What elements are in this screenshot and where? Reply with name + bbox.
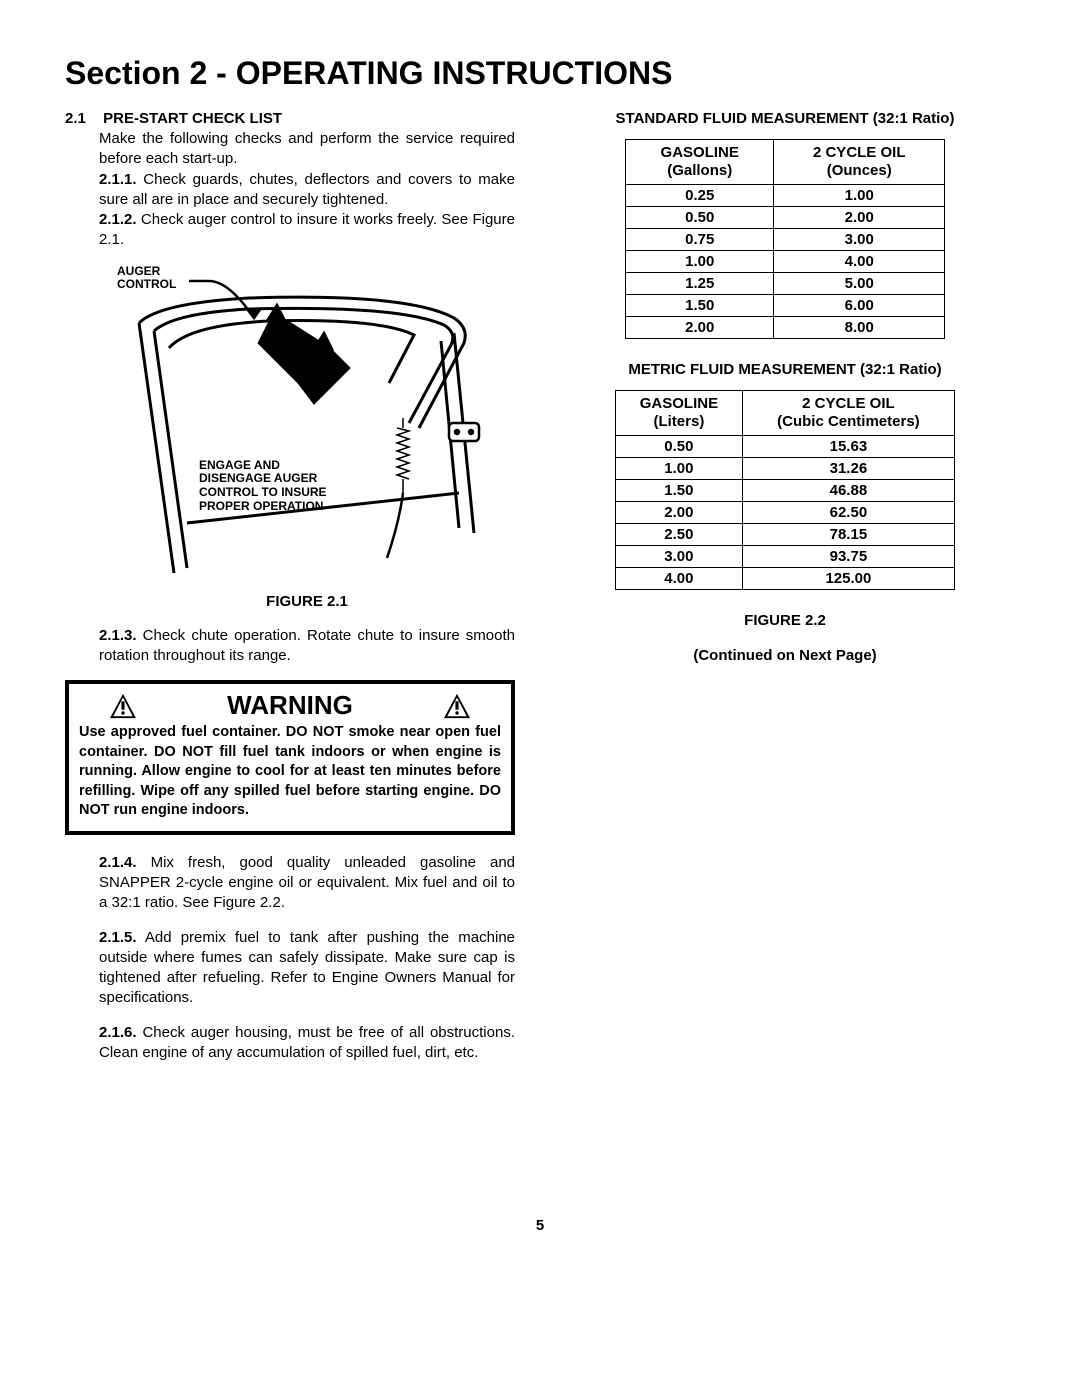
table-cell: 1.50	[626, 295, 774, 317]
table-cell: 5.00	[774, 273, 945, 295]
warning-box: WARNING Use approved fuel container. DO …	[65, 680, 515, 835]
table2-title: METRIC FLUID MEASUREMENT (32:1 Ratio)	[565, 361, 1005, 378]
table-cell: 4.00	[616, 568, 743, 590]
item-text: Check auger housing, must be free of all…	[99, 1024, 515, 1061]
table-row: 1.506.00	[626, 295, 945, 317]
table-cell: 3.00	[616, 546, 743, 568]
table-header: 2 CYCLE OIL(Cubic Centimeters)	[742, 391, 954, 436]
standard-fluid-table: GASOLINE(Gallons) 2 CYCLE OIL(Ounces) 0.…	[625, 139, 945, 339]
table-row: 0.251.00	[626, 185, 945, 207]
table1-title: STANDARD FLUID MEASUREMENT (32:1 Ratio)	[565, 110, 1005, 127]
content-columns: 2.1 PRE-START CHECK LIST Make the follow…	[65, 110, 1015, 1077]
heading-number: 2.1	[65, 110, 99, 127]
figure-caption-1: FIGURE 2.1	[99, 593, 515, 610]
item-214: 2.1.4. Mix fresh, good quality unleaded …	[99, 853, 515, 914]
table-row: 1.5046.88	[616, 480, 955, 502]
right-column: STANDARD FLUID MEASUREMENT (32:1 Ratio) …	[565, 110, 1005, 1077]
table-cell: 1.00	[626, 251, 774, 273]
heading-text: PRE-START CHECK LIST	[103, 110, 282, 127]
warning-icon	[443, 693, 471, 719]
page-number: 5	[65, 1217, 1015, 1234]
subsection-heading: 2.1 PRE-START CHECK LIST	[65, 110, 515, 127]
table-cell: 3.00	[774, 229, 945, 251]
warning-icon	[109, 693, 137, 719]
item-text: Mix fresh, good quality unleaded gasolin…	[99, 854, 515, 912]
table-cell: 62.50	[742, 502, 954, 524]
figure-2-1: AUGER CONTROL ENGAGE AND DISENGAGE AUGER…	[99, 263, 515, 583]
table-cell: 1.25	[626, 273, 774, 295]
table-cell: 46.88	[742, 480, 954, 502]
table-cell: 0.50	[616, 436, 743, 458]
table-header: GASOLINE(Liters)	[616, 391, 743, 436]
table-cell: 31.26	[742, 458, 954, 480]
table-cell: 0.25	[626, 185, 774, 207]
item-num: 2.1.5.	[99, 929, 137, 946]
table-cell: 2.00	[774, 207, 945, 229]
label-engage: ENGAGE AND DISENGAGE AUGER CONTROL TO IN…	[199, 459, 327, 514]
table-row: 1.255.00	[626, 273, 945, 295]
item-num: 2.1.4.	[99, 854, 137, 871]
warning-header: WARNING	[79, 690, 501, 721]
item-num: 2.1.1.	[99, 171, 137, 188]
table-cell: 2.00	[616, 502, 743, 524]
left-column: 2.1 PRE-START CHECK LIST Make the follow…	[65, 110, 515, 1077]
item-text: Check guards, chutes, deflectors and cov…	[99, 171, 515, 208]
item-212: 2.1.2. Check auger control to insure it …	[99, 210, 515, 251]
item-text: Add premix fuel to tank after pushing th…	[99, 929, 515, 1007]
table-cell: 1.00	[616, 458, 743, 480]
table-row: 3.0093.75	[616, 546, 955, 568]
table-row: 2.5078.15	[616, 524, 955, 546]
item-num: 2.1.2.	[99, 211, 137, 228]
table-cell: 4.00	[774, 251, 945, 273]
label-auger-control: AUGER CONTROL	[117, 265, 176, 293]
table-cell: 78.15	[742, 524, 954, 546]
table-cell: 15.63	[742, 436, 954, 458]
item-num: 2.1.6.	[99, 1024, 137, 1041]
continued-text: (Continued on Next Page)	[565, 647, 1005, 664]
item-text: Check auger control to insure it works f…	[99, 211, 515, 248]
table-cell: 2.50	[616, 524, 743, 546]
table-header: 2 CYCLE OIL(Ounces)	[774, 140, 945, 185]
table-row: 0.753.00	[626, 229, 945, 251]
table-row: 2.0062.50	[616, 502, 955, 524]
item-text: Check chute operation. Rotate chute to i…	[99, 627, 515, 664]
table-cell: 125.00	[742, 568, 954, 590]
section-title: Section 2 - OPERATING INSTRUCTIONS	[65, 55, 1015, 92]
table-row: 2.008.00	[626, 317, 945, 339]
item-215: 2.1.5. Add premix fuel to tank after pus…	[99, 928, 515, 1009]
table-cell: 1.50	[616, 480, 743, 502]
table-cell: 2.00	[626, 317, 774, 339]
table-row: 4.00125.00	[616, 568, 955, 590]
intro-paragraph: Make the following checks and perform th…	[99, 129, 515, 170]
warning-text: Use approved fuel container. DO NOT smok…	[79, 723, 501, 821]
auger-diagram-svg	[99, 263, 499, 583]
table-cell: 8.00	[774, 317, 945, 339]
table-row: 0.502.00	[626, 207, 945, 229]
warning-title: WARNING	[227, 690, 353, 721]
table-row: 0.5015.63	[616, 436, 955, 458]
table-cell: 6.00	[774, 295, 945, 317]
item-213: 2.1.3. Check chute operation. Rotate chu…	[99, 626, 515, 667]
table-row: 1.004.00	[626, 251, 945, 273]
item-211: 2.1.1. Check guards, chutes, deflectors …	[99, 170, 515, 211]
figure-caption-2: FIGURE 2.2	[565, 612, 1005, 629]
metric-fluid-table: GASOLINE(Liters) 2 CYCLE OIL(Cubic Centi…	[615, 390, 955, 590]
table-header: GASOLINE(Gallons)	[626, 140, 774, 185]
table-cell: 93.75	[742, 546, 954, 568]
table-row: 1.0031.26	[616, 458, 955, 480]
table-cell: 0.75	[626, 229, 774, 251]
item-216: 2.1.6. Check auger housing, must be free…	[99, 1023, 515, 1064]
table-cell: 0.50	[626, 207, 774, 229]
item-num: 2.1.3.	[99, 627, 137, 644]
table-cell: 1.00	[774, 185, 945, 207]
